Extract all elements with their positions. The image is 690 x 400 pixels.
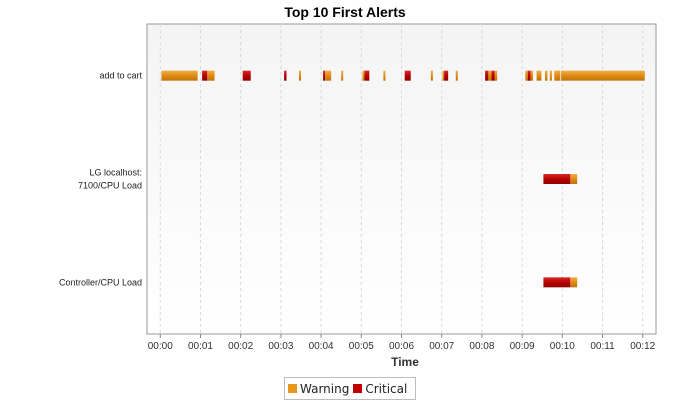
category-label: Controller/CPU Load (59, 277, 142, 287)
legend-swatch-critical (353, 384, 362, 393)
alert-bar-warning (561, 71, 645, 81)
alert-bar-warning (570, 174, 577, 184)
alert-bar-warning (554, 71, 560, 81)
alert-bar-warning (525, 71, 527, 81)
alert-bar-warning (431, 71, 433, 81)
legend-item-warning: Warning (288, 382, 349, 396)
category-label: LG localhost: (89, 168, 142, 178)
alert-bar-critical (485, 71, 488, 81)
x-tick-label: 00:11 (590, 341, 615, 352)
chart-title: Top 10 First Alerts (284, 4, 406, 20)
alert-bar-critical (444, 71, 448, 81)
x-tick-label: 00:00 (148, 341, 173, 352)
x-tick-label: 00:01 (188, 341, 213, 352)
alert-bar-warning (443, 71, 445, 81)
alert-bar-critical (243, 71, 251, 81)
x-tick-label: 00:05 (349, 341, 374, 352)
x-tick-label: 00:06 (389, 341, 414, 352)
alert-bar-warning (570, 277, 577, 287)
alert-bar-warning (456, 71, 458, 81)
alert-bar-warning (207, 71, 214, 81)
category-labels: add to cart LG localhost: 7100/CPU Load Con… (59, 71, 143, 288)
alert-bar-critical (323, 71, 325, 81)
category-label: 7100/CPU Load (78, 181, 142, 191)
alert-bar-critical (528, 71, 531, 81)
alert-bar-warning (161, 71, 197, 81)
alert-bar-warning (550, 71, 552, 81)
x-tick-label: 00:07 (429, 341, 454, 352)
category-label: add to cart (99, 71, 142, 81)
alert-bar-critical (284, 71, 286, 81)
legend-label-critical: Critical (365, 382, 407, 396)
x-tick-label: 00:03 (268, 341, 293, 352)
x-tick-label: 00:12 (630, 341, 655, 352)
alert-bar-critical (543, 174, 570, 184)
x-tick-label: 00:02 (228, 341, 253, 352)
legend-swatch-warning (288, 384, 297, 393)
alert-bar-warning (488, 71, 491, 81)
alert-bar-warning (325, 71, 331, 81)
alert-bar-warning (299, 71, 301, 81)
x-tick-labels: 00:00 00:01 00:02 00:03 00:04 00:05 00:06 00:07… (148, 334, 656, 352)
alert-bar-warning (545, 71, 547, 81)
legend: Warning Critical (284, 377, 416, 400)
alert-bar-critical (202, 71, 207, 81)
x-tick-label: 00:04 (309, 341, 334, 352)
x-tick-label: 00:10 (550, 341, 575, 352)
x-tick-label: 00:09 (510, 341, 535, 352)
alert-bar-warning (341, 71, 343, 81)
alert-bar-critical (405, 71, 411, 81)
alert-bar-warning (531, 71, 533, 81)
alert-bar-critical (492, 71, 495, 81)
x-axis-label: Time (391, 355, 419, 369)
alert-bar-warning (363, 71, 365, 81)
alert-bar-critical (365, 71, 370, 81)
x-tick-label: 00:08 (469, 341, 494, 352)
alert-bar-warning (537, 71, 542, 81)
legend-label-warning: Warning (300, 382, 349, 396)
alert-bar-warning (495, 71, 497, 81)
legend-item-critical: Critical (353, 382, 407, 396)
alert-bar-warning (383, 71, 385, 81)
alert-bar-critical (543, 277, 570, 287)
plot-area (147, 24, 656, 334)
